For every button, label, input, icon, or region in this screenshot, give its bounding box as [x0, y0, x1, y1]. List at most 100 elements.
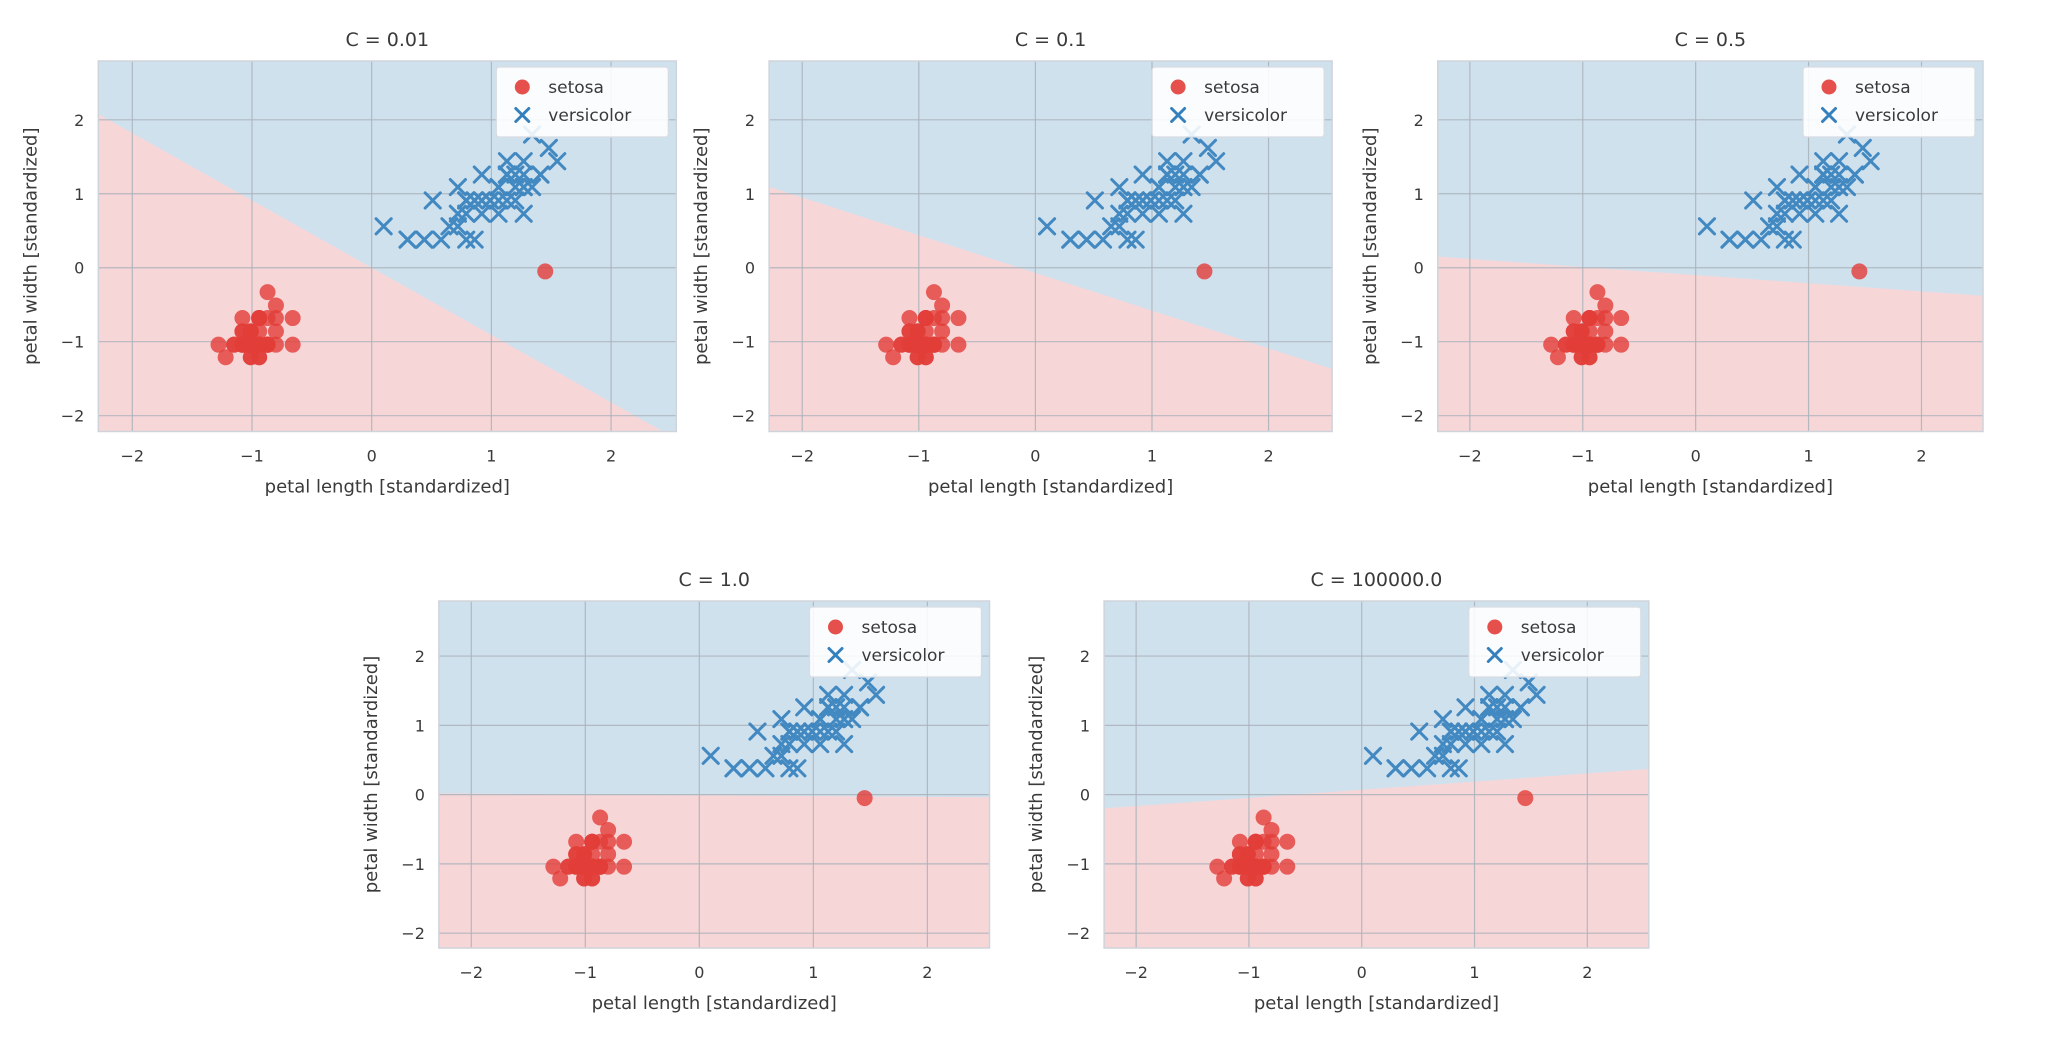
x-tick-label: 0: [1030, 447, 1040, 466]
x-tick-label: 2: [1582, 963, 1592, 982]
legend-versicolor-label: versicolor: [1855, 106, 1938, 126]
subplot-title: C = 0.01: [346, 29, 430, 51]
x-tick-label: 2: [606, 447, 616, 466]
y-tick-label: 1: [74, 185, 84, 204]
legend-versicolor-label: versicolor: [1204, 106, 1287, 126]
versicolor-points: [1037, 125, 1226, 249]
legend-versicolor-label: versicolor: [548, 106, 631, 126]
y-tick-label: −1: [401, 855, 425, 874]
legend-setosa-marker: [514, 79, 530, 95]
y-axis-label: petal width [standardized]: [691, 128, 712, 365]
y-tick-label: 0: [415, 786, 425, 805]
x-tick-label: 0: [367, 447, 377, 466]
legend: setosa versicolor: [808, 606, 983, 678]
versicolor-points: [1363, 660, 1546, 778]
legend-setosa-marker: [828, 619, 843, 635]
subplot-C-100000.0: C = 100000.0 −2 −1 0 1 2 2 1 0 −1 −2 petal length […: [1026, 569, 1650, 1014]
x-tick-label: 2: [922, 963, 932, 982]
y-axis-label: petal width [standardized]: [1026, 656, 1047, 893]
y-tick-label: −1: [1067, 855, 1091, 874]
legend-setosa-label: setosa: [1855, 78, 1911, 98]
subplot-title: C = 100000.0: [1310, 569, 1442, 591]
y-tick-label: −1: [1400, 333, 1424, 352]
legend-setosa-marker: [1170, 79, 1186, 95]
y-tick-label: 0: [1414, 259, 1424, 278]
legend-versicolor-marker: [1170, 107, 1187, 123]
axes-border: [1437, 60, 1984, 433]
y-tick-label: 2: [74, 111, 84, 130]
x-tick-label: −2: [1124, 963, 1148, 982]
y-tick-label: 1: [1080, 716, 1090, 735]
x-tick-label: −1: [1237, 963, 1261, 982]
legend-versicolor-marker: [514, 107, 531, 123]
setosa-region: [438, 793, 990, 948]
setosa-points: [1543, 263, 1868, 366]
legend-versicolor-label: versicolor: [1521, 646, 1604, 666]
subplot-C-0.1: C = 0.1 −2 −1 0 1 2 2 1 0 −1 −2 petal length [stand…: [691, 29, 1333, 498]
y-tick-label: 0: [74, 259, 84, 278]
x-tick-label: 2: [1916, 447, 1926, 466]
legend-setosa-marker: [1487, 619, 1503, 635]
legend-versicolor-marker: [827, 647, 844, 663]
versicolor-points: [701, 660, 886, 778]
legend: setosa versicolor: [1802, 66, 1976, 138]
x-tick-label: 1: [1147, 447, 1157, 466]
setosa-points: [1209, 790, 1534, 887]
subplot-C-0.01: C = 0.01 −2 −1 0 1 2 2 1 0 −1 −2 petal length [stan…: [20, 29, 678, 498]
x-tick-label: 1: [808, 963, 818, 982]
y-axis-label: petal width [standardized]: [20, 128, 41, 365]
y-tick-label: 1: [745, 185, 755, 204]
x-tick-label: −2: [459, 963, 483, 982]
y-tick-label: 1: [1414, 185, 1424, 204]
x-tick-label: 2: [1263, 447, 1273, 466]
decision-regions: [769, 61, 1333, 432]
subplot-title: C = 0.5: [1675, 29, 1746, 51]
x-axis-label: petal length [standardized]: [592, 993, 837, 1014]
legend-versicolor-label: versicolor: [862, 646, 945, 666]
x-tick-label: −2: [120, 447, 144, 466]
legend-versicolor-marker: [1486, 647, 1503, 663]
subplot-C-1.0: C = 1.0 −2 −1 0 1 2 2 1 0 −1 −2 petal length [stand…: [361, 569, 991, 1014]
subplot-title: C = 1.0: [678, 569, 749, 591]
subplot-title: C = 0.1: [1015, 29, 1086, 51]
y-tick-label: −2: [61, 407, 85, 426]
legend: setosa versicolor: [1468, 606, 1642, 678]
y-tick-label: 2: [1414, 111, 1424, 130]
x-axis-label: petal length [standardized]: [928, 477, 1173, 498]
legend-setosa-label: setosa: [862, 618, 918, 638]
x-tick-label: 0: [1357, 963, 1367, 982]
y-tick-label: 1: [415, 716, 425, 735]
legend-versicolor-marker: [1821, 107, 1837, 123]
subplot-C-0.5: C = 0.5 −2 −1 0 1 2 2 1 0 −1 −2 petal length [stand…: [1360, 29, 1984, 498]
versicolor-points: [1697, 125, 1880, 249]
legend: setosa versicolor: [1151, 66, 1325, 138]
x-tick-label: 1: [1803, 447, 1813, 466]
x-tick-label: −1: [574, 963, 598, 982]
x-tick-label: −2: [1458, 447, 1482, 466]
axes-border: [438, 600, 991, 949]
setosa-region: [1104, 769, 1649, 948]
x-axis-label: petal length [standardized]: [1254, 993, 1499, 1014]
setosa-region: [1437, 256, 1983, 432]
y-tick-label: −2: [401, 924, 425, 943]
x-axis-label: petal length [standardized]: [1588, 477, 1833, 498]
x-tick-label: −2: [790, 447, 814, 466]
setosa-region: [769, 186, 1333, 432]
x-tick-label: 1: [486, 447, 496, 466]
x-tick-label: 0: [1691, 447, 1701, 466]
y-tick-label: 2: [1080, 647, 1090, 666]
x-tick-label: 0: [694, 963, 704, 982]
setosa-points: [210, 263, 554, 366]
x-tick-label: −1: [1571, 447, 1595, 466]
axes-border: [97, 60, 678, 433]
axes-border: [768, 60, 1333, 433]
axes-border: [1103, 600, 1650, 949]
versicolor-points: [374, 125, 567, 249]
y-axis-label: petal width [standardized]: [1360, 128, 1381, 365]
y-axis-label: petal width [standardized]: [361, 656, 382, 893]
x-axis-label: petal length [standardized]: [265, 477, 510, 498]
y-tick-label: −2: [1067, 924, 1091, 943]
y-tick-label: 0: [1080, 786, 1090, 805]
